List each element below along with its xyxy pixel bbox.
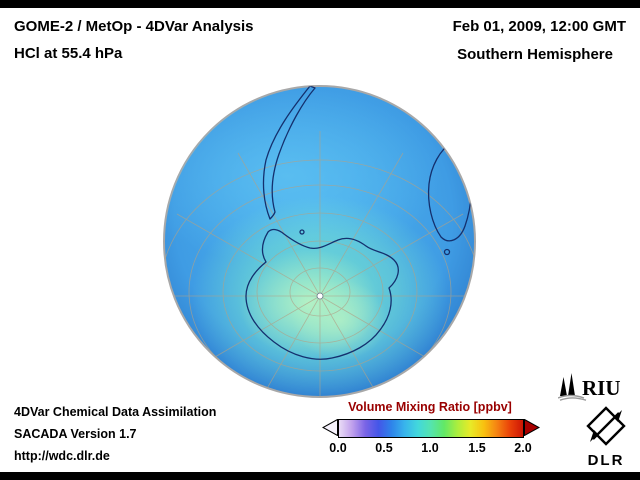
dlr-logo: DLR (578, 406, 634, 469)
credits-block: 4DVar Chemical Data Assimilation SACADA … (14, 401, 216, 467)
coastline-tasmania (443, 248, 451, 256)
tick-label-2: 1.0 (421, 441, 439, 455)
top-black-bar (0, 0, 640, 8)
bottom-black-bar (0, 472, 640, 480)
credits-line-version: SACADA Version 1.7 (14, 427, 137, 441)
tick-label-3: 1.5 (468, 441, 486, 455)
coastline-antarctica (245, 228, 399, 360)
coastline-africa-tip (399, 86, 433, 108)
coastline-south-america (262, 86, 316, 220)
cathedral-icon (560, 373, 575, 396)
credits-line-url: http://wdc.dlr.de (14, 449, 110, 463)
riu-logo-text: RIU (582, 376, 621, 400)
globe-svg (163, 85, 476, 398)
colorbar-ticks: 0.0 0.5 1.0 1.5 2.0 (322, 441, 538, 457)
tick-label-0: 0.0 (329, 441, 347, 455)
credits-line-assimilation: 4DVar Chemical Data Assimilation (14, 405, 217, 419)
graticule (164, 131, 475, 397)
plot-datetime: Feb 01, 2009, 12:00 GMT (452, 18, 626, 35)
colorbar: Volume Mixing Ratio [ppbv] 0.0 0.5 1.0 1… (322, 400, 540, 460)
south-pole-marker (316, 292, 324, 300)
riu-swoosh-icon (557, 394, 587, 401)
header-right: Feb 01, 2009, 12:00 GMT Southern Hemisph… (453, 13, 626, 69)
plot-hemisphere: Southern Hemisphere (457, 46, 613, 63)
globe-map (162, 84, 477, 399)
colorbar-gradient (338, 419, 524, 438)
coastline-falkland-islands (299, 229, 305, 235)
dlr-logo-text: DLR (587, 452, 625, 469)
plot-title: GOME-2 / MetOp - 4DVar Analysis (14, 18, 254, 35)
riu-logo: RIU (557, 371, 634, 401)
dlr-logo-icon (586, 406, 626, 446)
tick-label-1: 0.5 (375, 441, 393, 455)
green-data-region-2 (292, 280, 388, 360)
colorbar-row (322, 419, 540, 438)
riu-logo-svg: RIU (557, 373, 621, 401)
colorbar-left-arrow (322, 419, 338, 436)
header-left: GOME-2 / MetOp - 4DVar Analysis HCl at 5… (14, 13, 254, 67)
tick-label-4: 2.0 (514, 441, 532, 455)
plot-subtitle: HCl at 55.4 hPa (14, 45, 123, 62)
colorbar-right-arrow (524, 419, 540, 436)
colorbar-title: Volume Mixing Ratio [ppbv] (348, 400, 512, 414)
